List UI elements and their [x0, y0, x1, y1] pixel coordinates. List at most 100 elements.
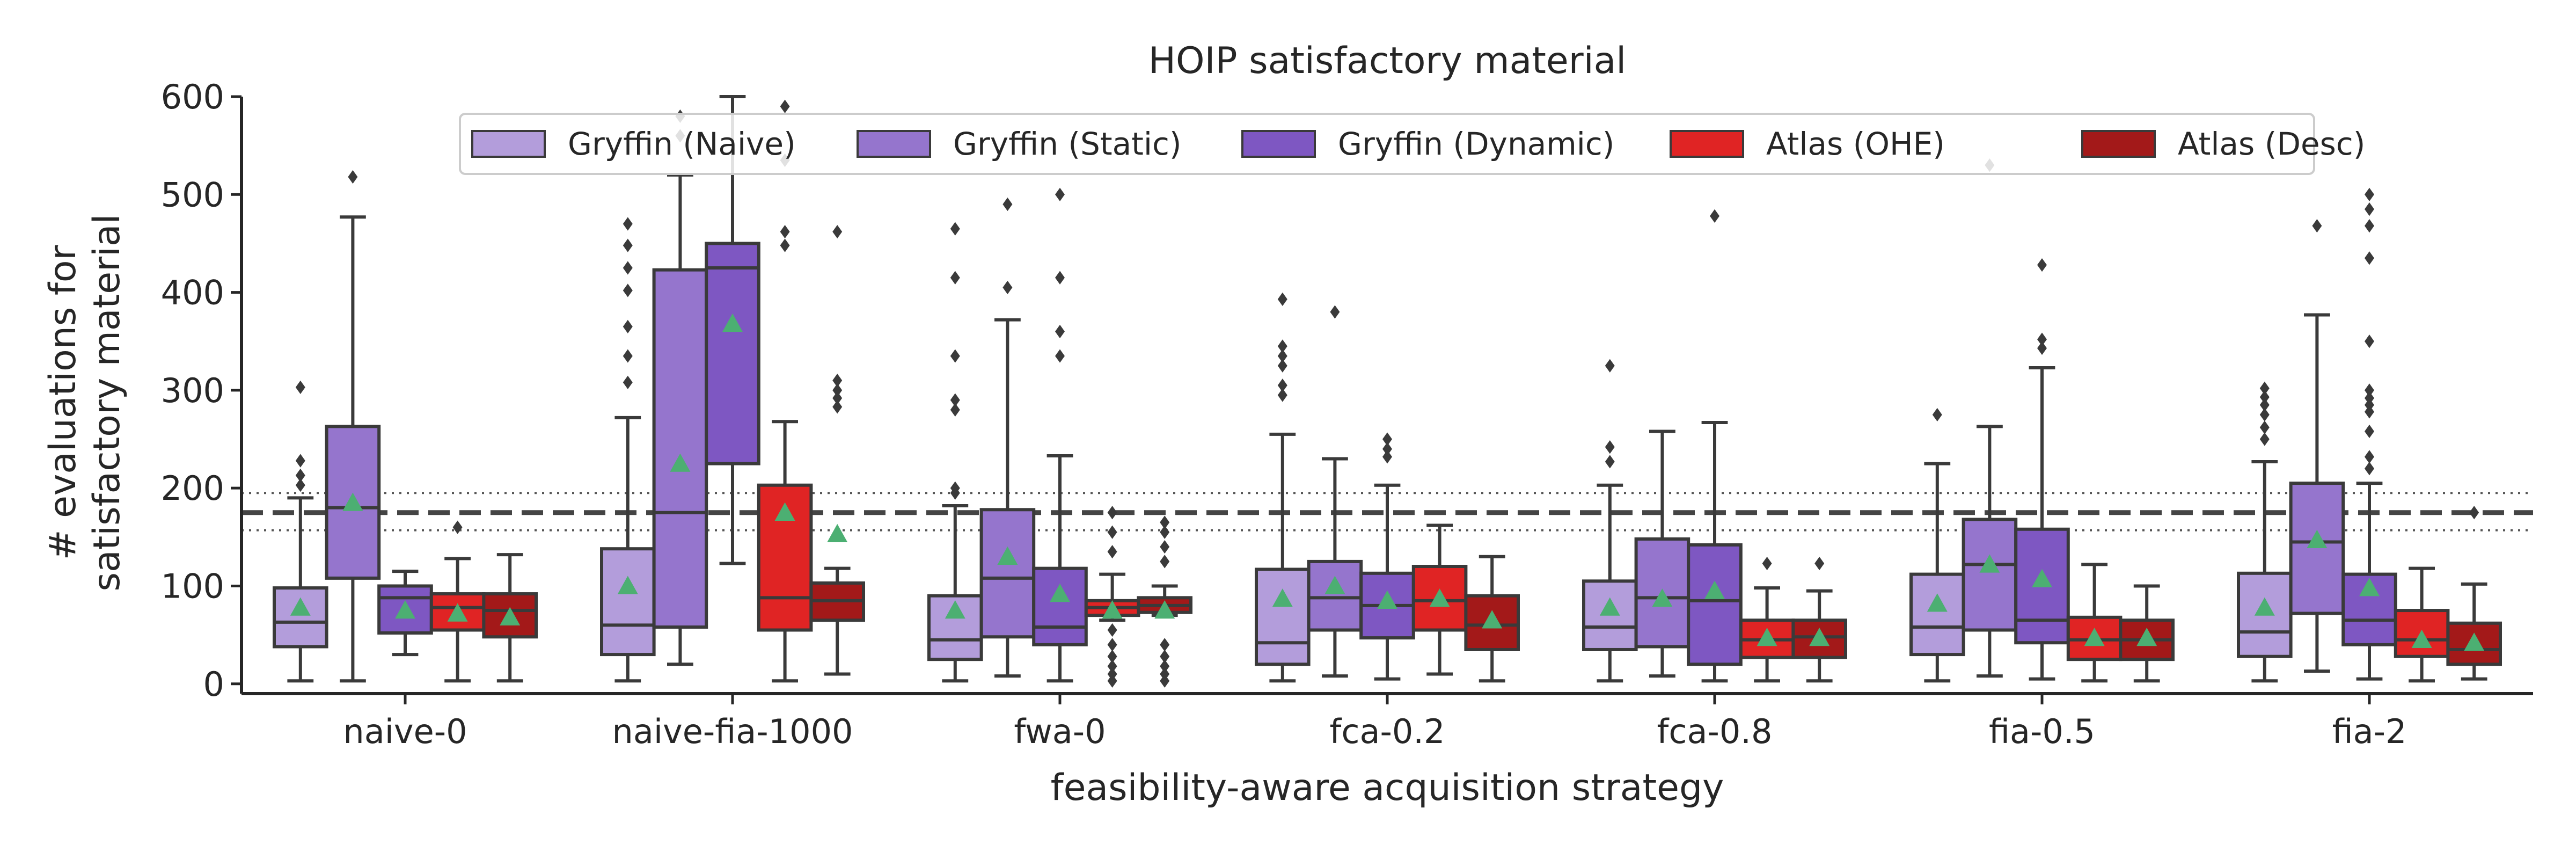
mean-marker [997, 546, 1018, 565]
outlier-point [1055, 271, 1065, 285]
outlier-point [623, 375, 633, 389]
outlier-point [1710, 209, 1719, 223]
box-naive-fia-1000-series-3 [757, 99, 813, 683]
outlier-point [1160, 540, 1170, 554]
y-axis-label-line-2: satisfactory material [86, 214, 128, 592]
outlier-point [1277, 388, 1287, 402]
outlier-point [1107, 506, 1117, 520]
outlier-point [1002, 280, 1013, 295]
legend-swatch [2081, 130, 2156, 158]
outlier-point [1605, 440, 1615, 454]
mean-marker [1377, 590, 1397, 609]
box-group-fia-0.5 [1909, 158, 2175, 683]
outlier-point [623, 261, 633, 275]
box-iqr [705, 242, 760, 465]
outlier-point [1277, 359, 1287, 373]
box-fia-0.5-series-1 [1962, 158, 2018, 678]
box-group-fwa-0 [927, 187, 1192, 688]
legend-entry-4: Atlas (Desc) [2081, 126, 2365, 162]
mean-marker [670, 453, 691, 472]
x-tick-label: fca-0.8 [1657, 712, 1773, 751]
x-tick-label: naive-fia-1000 [612, 712, 853, 751]
outlier-point [950, 393, 960, 407]
outlier-point [2365, 424, 2374, 439]
mean-marker [500, 607, 521, 626]
mean-marker [1482, 610, 1503, 629]
outlier-point [1814, 556, 1825, 571]
outlier-point [2365, 334, 2374, 348]
mean-marker [1979, 554, 2000, 573]
outlier-point [1107, 638, 1117, 652]
outlier-point [950, 481, 960, 495]
chart-title: HOIP satisfactory material [1148, 40, 1626, 82]
box-fwa-0-series-0 [927, 222, 983, 683]
outlier-point [2259, 432, 2270, 446]
outlier-point [348, 170, 358, 184]
box-fia-2-series-2 [2341, 187, 2397, 681]
outlier-point [295, 478, 305, 492]
outlier-point [2365, 202, 2374, 216]
outlier-point [2259, 381, 2270, 395]
outlier-point [1277, 378, 1287, 392]
y-axis-label-line-1: # evaluations for [42, 245, 84, 560]
outlier-point [1605, 455, 1615, 469]
box-iqr [1909, 572, 1965, 657]
mean-marker [1429, 588, 1450, 607]
outlier-point [295, 454, 305, 468]
outlier-point [2037, 258, 2047, 272]
outlier-point [950, 271, 960, 285]
mean-marker [1927, 593, 1948, 612]
box-fca-0.8-series-1 [1634, 430, 1690, 678]
box-fia-0.5-series-4 [2119, 584, 2175, 683]
outlier-point [780, 238, 790, 252]
outlier-point [1055, 349, 1065, 363]
y-tick-label: 400 [161, 273, 224, 312]
outlier-point [1107, 650, 1117, 664]
outlier-point [1160, 555, 1170, 569]
box-groups [273, 95, 2502, 688]
mean-marker [1652, 588, 1673, 607]
outlier-point [2365, 219, 2374, 233]
outlier-point [1055, 324, 1065, 339]
legend-entry-0: Gryffin (Naive) [471, 126, 796, 162]
box-fwa-0-series-2 [1032, 187, 1088, 683]
box-fca-0.8-series-2 [1687, 209, 1743, 683]
mean-marker [827, 523, 848, 543]
box-iqr [2289, 482, 2345, 615]
mean-marker [1102, 600, 1123, 619]
box-iqr [600, 547, 656, 657]
x-tick-label: fia-2 [2332, 712, 2407, 751]
legend-entry-2: Gryffin (Dynamic) [1241, 126, 1614, 162]
box-naive-0-series-4 [482, 553, 538, 683]
y-tick-label: 200 [161, 469, 224, 508]
mean-marker [617, 576, 638, 594]
box-fwa-0-series-3 [1084, 506, 1140, 688]
box-iqr [273, 586, 328, 649]
outlier-point [295, 468, 305, 483]
box-iqr [652, 268, 708, 629]
outlier-point [1002, 197, 1013, 212]
outlier-point [832, 391, 843, 405]
box-fia-2-series-0 [2237, 381, 2293, 683]
mean-marker [395, 600, 415, 619]
mean-marker [774, 502, 795, 521]
mean-marker [1809, 628, 1830, 646]
mean-marker [2411, 629, 2432, 648]
outlier-point [1160, 667, 1170, 681]
y-tick-label: 100 [161, 566, 224, 606]
mean-marker [447, 603, 468, 622]
box-group-fca-0.8 [1582, 209, 1847, 683]
outlier-point [950, 222, 960, 236]
outlier-point [1107, 623, 1117, 637]
box-fca-0.2-series-2 [1359, 432, 1415, 681]
y-tick-label: 500 [161, 175, 224, 214]
mean-marker [945, 600, 965, 619]
legend-label: Gryffin (Static) [953, 126, 1181, 162]
legend-label: Gryffin (Naive) [568, 126, 796, 162]
outlier-point [832, 224, 843, 239]
y-tick-label: 600 [161, 77, 224, 117]
outlier-point [1107, 667, 1117, 681]
outlier-point [780, 224, 790, 239]
box-naive-fia-1000-series-0 [600, 217, 656, 683]
